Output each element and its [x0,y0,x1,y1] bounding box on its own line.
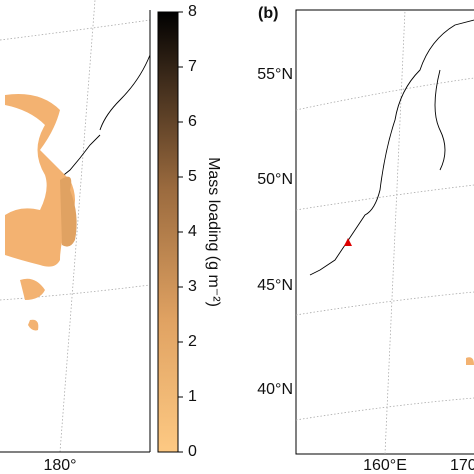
colorbar-tick-label: 5 [188,168,197,185]
colorbar-ticks: 0 1 2 3 4 5 6 7 8 [178,3,197,460]
ash-plume [466,357,474,365]
frame [295,9,474,455]
panel-a-map: 180° [0,0,151,474]
lat-label: 40°N [257,381,293,398]
graticule [384,9,406,455]
graticule [295,184,474,211]
graticule [295,291,474,316]
colorbar-tick-label: 4 [188,223,197,240]
lat-label: 50°N [257,171,293,188]
lat-label: 55°N [257,66,293,83]
colorbar-tick-label: 2 [188,333,197,350]
graticule [295,397,474,421]
colorbar-label: Mass loading (g m⁻²) [205,157,222,307]
panel-label: (b) [258,5,278,22]
lon-label: 160°E [363,457,407,474]
colorbar-tick-label: 3 [188,278,197,295]
volcano-marker [344,238,352,246]
coastline [59,54,151,179]
colorbar-tick-label: 1 [188,388,197,405]
lon-label: 170°E [450,457,474,474]
colorbar-tick-label: 7 [188,58,197,75]
colorbar-tick-label: 0 [188,443,197,460]
colorbar [157,11,179,453]
lon-label: 180° [43,457,76,474]
graticule [295,77,474,111]
ash-plume [60,176,77,247]
graticule [0,19,151,41]
ash-plume [5,94,75,267]
coastline [309,19,474,276]
colorbar-tick-label: 8 [188,3,197,20]
panel-b-map: (b) 55°N 50°N 45°N 40°N 160°E 170°E [257,5,474,474]
coastline [434,69,446,171]
lat-label: 45°N [257,277,293,294]
ash-plume [20,278,45,331]
colorbar-tick-label: 6 [188,113,197,130]
